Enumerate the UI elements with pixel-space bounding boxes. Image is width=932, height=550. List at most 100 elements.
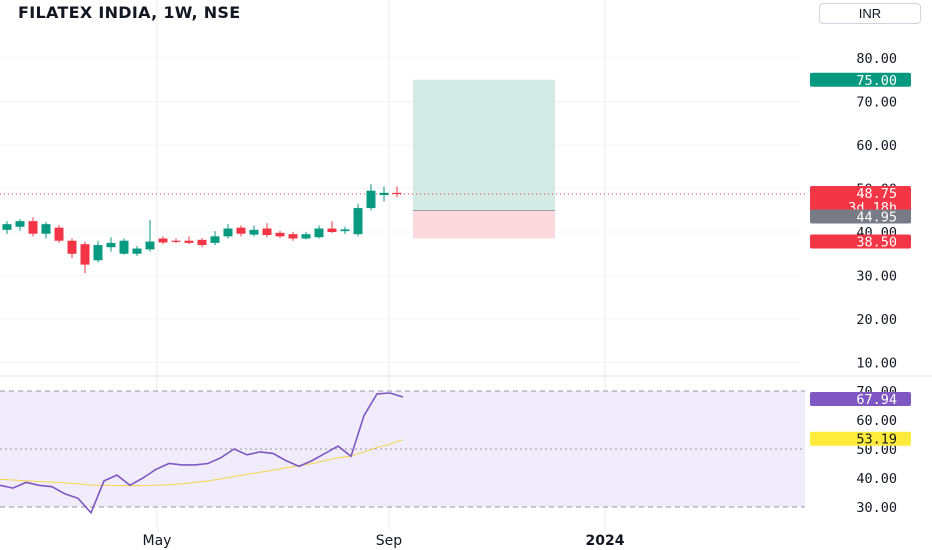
candle-body xyxy=(119,240,129,254)
candle-body xyxy=(15,221,25,227)
candle-body xyxy=(236,227,246,234)
candle-body xyxy=(145,241,155,250)
candle-down xyxy=(184,236,194,245)
stop-zone xyxy=(413,210,555,239)
candle-body xyxy=(288,234,298,239)
candle-up xyxy=(132,245,142,256)
long-position-tool[interactable] xyxy=(413,79,555,239)
candle-body xyxy=(327,228,337,232)
rsi-tick-label: 50.00 xyxy=(856,442,897,458)
entry-price-tag-label: 44.95 xyxy=(856,209,897,225)
candle-down xyxy=(54,225,64,243)
last-price-tag-value: 48.75 xyxy=(856,186,897,202)
candle-up xyxy=(314,225,324,239)
candle-down xyxy=(288,232,298,241)
candle-up xyxy=(15,218,25,231)
chart-title: FILATEX INDIA, 1W, NSE xyxy=(18,3,241,22)
rsi-tick-label: 40.00 xyxy=(856,471,897,487)
candle-body xyxy=(262,228,272,236)
candle-body xyxy=(158,238,168,243)
candle-body xyxy=(197,239,207,246)
candle-up xyxy=(353,203,363,237)
rsi-ma-value-tag-label: 53.19 xyxy=(856,432,897,448)
time-axis: May Sep 2024 xyxy=(143,533,625,549)
candle-down xyxy=(197,238,207,248)
candle-body xyxy=(353,208,363,235)
candle-up xyxy=(249,225,259,237)
target-zone xyxy=(413,79,555,211)
rsi-band-lines xyxy=(0,390,805,508)
price-tick-label: 70.00 xyxy=(856,95,897,111)
candle-up xyxy=(106,237,116,252)
stop-price-tag xyxy=(810,234,911,249)
candle-body xyxy=(379,192,389,196)
candle-down xyxy=(275,230,285,239)
rsi-ma-value-tag xyxy=(810,431,911,446)
candle-up xyxy=(119,238,129,255)
last-price-tag xyxy=(810,185,911,216)
candle-body xyxy=(392,192,402,195)
candle-body xyxy=(54,227,64,241)
candle-down xyxy=(327,221,337,233)
candle-body xyxy=(210,236,220,243)
rsi-tick-label: 60.00 xyxy=(856,413,897,429)
candle-up xyxy=(210,231,220,246)
candle-body xyxy=(184,240,194,243)
candle-down xyxy=(80,241,90,274)
candle-body xyxy=(80,244,90,265)
rsi-line xyxy=(0,392,404,515)
candle-up xyxy=(301,232,311,240)
candle-down xyxy=(236,225,246,237)
candle-up xyxy=(41,221,51,239)
candle-down xyxy=(262,223,272,238)
target-price-tag-label: 75.00 xyxy=(856,73,897,89)
candle-up xyxy=(379,186,389,202)
candle-down xyxy=(171,238,181,244)
candle-down xyxy=(67,238,77,259)
candle-body xyxy=(275,232,285,237)
candle-body xyxy=(93,245,103,261)
candle-down xyxy=(392,186,402,198)
target-price-tag xyxy=(810,72,911,87)
entry-price-tag xyxy=(810,209,911,224)
candle-up xyxy=(366,184,376,211)
candle-up xyxy=(145,219,155,252)
price-tick-label: 80.00 xyxy=(856,51,897,67)
candle-body xyxy=(366,190,376,209)
candle-down xyxy=(158,236,168,245)
candle-down xyxy=(28,217,38,237)
candle-body xyxy=(171,240,181,242)
candle-body xyxy=(41,224,51,234)
price-tick-label: 10.00 xyxy=(856,356,897,372)
time-tick-label: May xyxy=(143,533,172,549)
candle-up xyxy=(223,224,233,239)
candle-body xyxy=(28,221,38,234)
rsi-ma-line xyxy=(0,439,404,487)
candlestick-series xyxy=(2,184,402,274)
candle-up xyxy=(2,221,12,235)
candle-up xyxy=(93,240,103,263)
candle-body xyxy=(340,229,350,232)
candle-up xyxy=(340,226,350,235)
rsi-tick-label: 30.00 xyxy=(856,500,897,516)
price-tick-label: 60.00 xyxy=(856,138,897,154)
candle-body xyxy=(249,229,259,235)
rsi-value-tag-label: 67.94 xyxy=(856,392,897,408)
candle-body xyxy=(223,228,233,237)
candle-body xyxy=(132,248,142,254)
rsi-series xyxy=(0,392,404,515)
candle-body xyxy=(2,224,12,230)
candle-body xyxy=(314,228,324,238)
stop-price-tag-label: 38.50 xyxy=(856,235,897,251)
price-tick-label: 20.00 xyxy=(856,312,897,328)
rsi-value-tag xyxy=(810,391,911,406)
currency-selector[interactable]: INR xyxy=(819,3,921,24)
time-tick-label: Sep xyxy=(376,533,403,549)
time-tick-label: 2024 xyxy=(586,533,625,549)
price-tick-label: 30.00 xyxy=(856,269,897,285)
candle-body xyxy=(106,242,116,248)
candle-body xyxy=(67,240,77,254)
